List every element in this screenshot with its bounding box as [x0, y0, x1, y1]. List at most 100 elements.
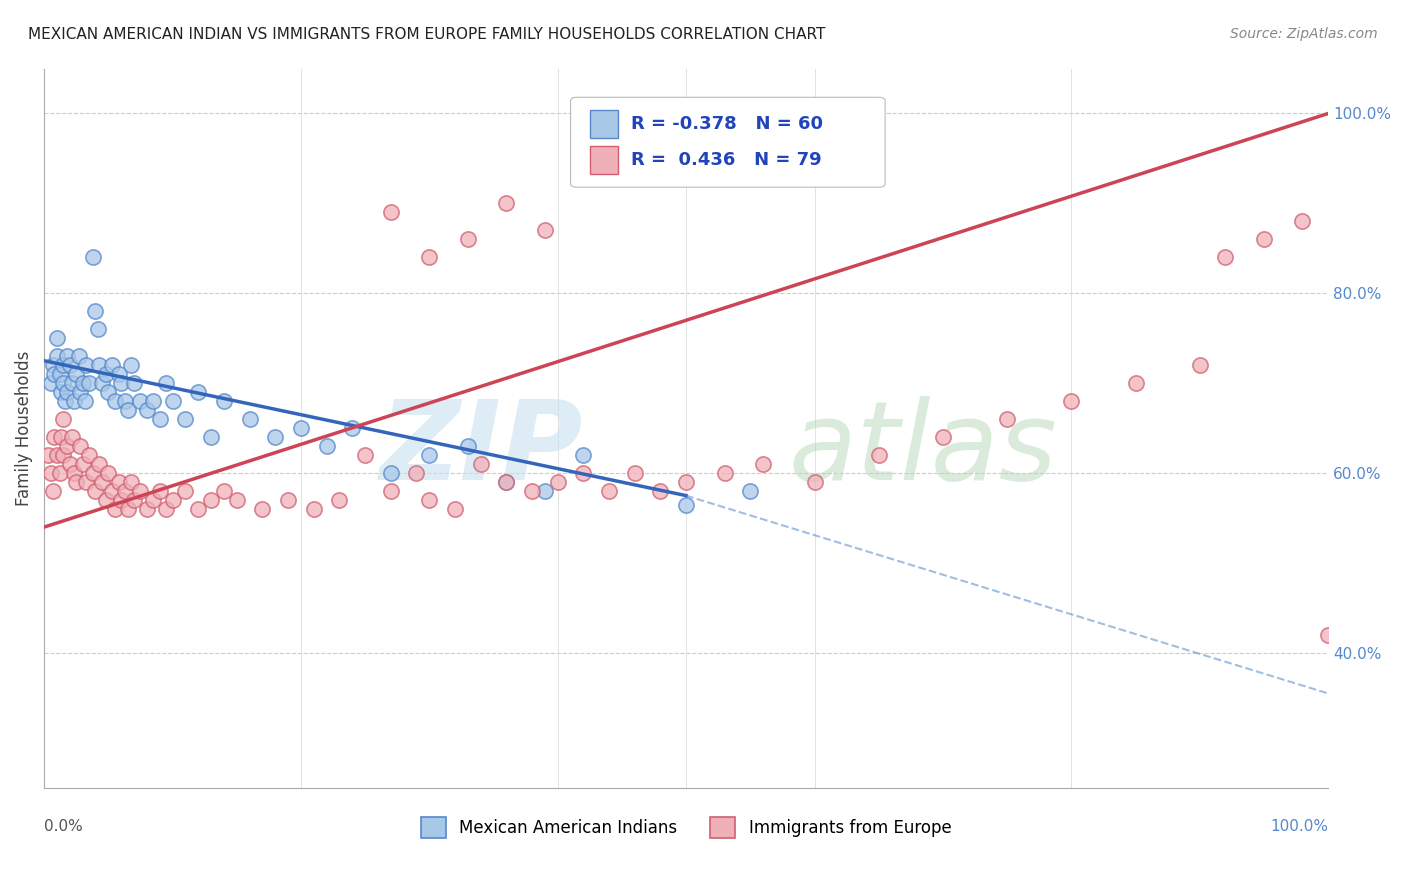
Point — [495, 475, 517, 490]
Point — [547, 475, 569, 490]
Point — [380, 205, 402, 219]
Y-axis label: Family Households: Family Households — [15, 351, 32, 506]
Text: R =  0.436   N = 79: R = 0.436 N = 79 — [631, 151, 821, 169]
Point — [129, 484, 152, 499]
Point — [187, 385, 209, 400]
Point — [444, 502, 467, 516]
Point — [142, 394, 165, 409]
Point — [77, 376, 100, 391]
Text: 100.0%: 100.0% — [1270, 819, 1329, 834]
Point — [84, 304, 107, 318]
Point — [117, 502, 139, 516]
Point — [72, 457, 94, 471]
Point — [868, 448, 890, 462]
Point — [44, 430, 66, 444]
Point — [534, 223, 557, 237]
Point — [212, 394, 235, 409]
Point — [457, 232, 479, 246]
Point — [1188, 358, 1211, 372]
Point — [77, 448, 100, 462]
Point — [107, 475, 129, 490]
Point — [264, 430, 287, 444]
Text: R = -0.378   N = 60: R = -0.378 N = 60 — [631, 115, 823, 133]
Point — [252, 502, 274, 516]
Point — [740, 484, 762, 499]
Point — [46, 331, 69, 345]
Point — [42, 358, 65, 372]
Point — [90, 475, 112, 490]
Point — [328, 493, 350, 508]
Point — [290, 421, 312, 435]
Point — [84, 484, 107, 499]
Point — [67, 349, 90, 363]
Point — [52, 376, 75, 391]
Point — [39, 466, 62, 480]
Point — [62, 394, 84, 409]
Point — [534, 484, 557, 499]
Point — [495, 475, 517, 490]
Point — [101, 358, 124, 372]
Point — [60, 430, 83, 444]
Point — [225, 493, 247, 508]
Point — [52, 412, 75, 426]
Point — [1125, 376, 1147, 391]
Text: MEXICAN AMERICAN INDIAN VS IMMIGRANTS FROM EUROPE FAMILY HOUSEHOLDS CORRELATION : MEXICAN AMERICAN INDIAN VS IMMIGRANTS FR… — [28, 27, 825, 42]
Point — [114, 394, 136, 409]
Point — [315, 439, 337, 453]
Point — [418, 493, 440, 508]
Point — [56, 385, 79, 400]
Point — [572, 448, 595, 462]
Point — [200, 430, 222, 444]
Point — [380, 466, 402, 480]
Point — [117, 403, 139, 417]
Point — [405, 466, 427, 480]
Point — [59, 457, 82, 471]
Point — [277, 493, 299, 508]
Point — [418, 448, 440, 462]
Point — [752, 457, 775, 471]
Point — [142, 493, 165, 508]
Point — [122, 493, 145, 508]
Point — [42, 484, 65, 499]
Point — [1253, 232, 1275, 246]
Point — [114, 484, 136, 499]
Point — [89, 457, 111, 471]
Point — [59, 358, 82, 372]
Point — [162, 493, 184, 508]
Point — [470, 457, 492, 471]
Point — [89, 358, 111, 372]
Point — [457, 439, 479, 453]
Point — [120, 475, 142, 490]
Point — [104, 394, 127, 409]
Point — [122, 376, 145, 391]
FancyBboxPatch shape — [591, 146, 619, 174]
Point — [65, 368, 87, 382]
Point — [162, 394, 184, 409]
Point — [72, 376, 94, 391]
Point — [155, 376, 177, 391]
Point — [302, 502, 325, 516]
Point — [120, 358, 142, 372]
Point — [354, 448, 377, 462]
Point — [107, 368, 129, 382]
Point — [49, 385, 72, 400]
Point — [48, 466, 70, 480]
Point — [675, 475, 697, 490]
Point — [200, 493, 222, 508]
Point — [97, 385, 120, 400]
Text: 0.0%: 0.0% — [44, 819, 83, 834]
Point — [1317, 628, 1340, 642]
Point — [39, 376, 62, 391]
Point — [82, 250, 104, 264]
Point — [97, 466, 120, 480]
Text: Source: ZipAtlas.com: Source: ZipAtlas.com — [1230, 27, 1378, 41]
Point — [75, 394, 97, 409]
Point — [623, 466, 645, 480]
FancyBboxPatch shape — [591, 111, 619, 137]
Point — [932, 430, 955, 444]
Point — [56, 349, 79, 363]
Point — [94, 368, 117, 382]
Point — [90, 376, 112, 391]
Point — [87, 322, 110, 336]
Point — [48, 368, 70, 382]
